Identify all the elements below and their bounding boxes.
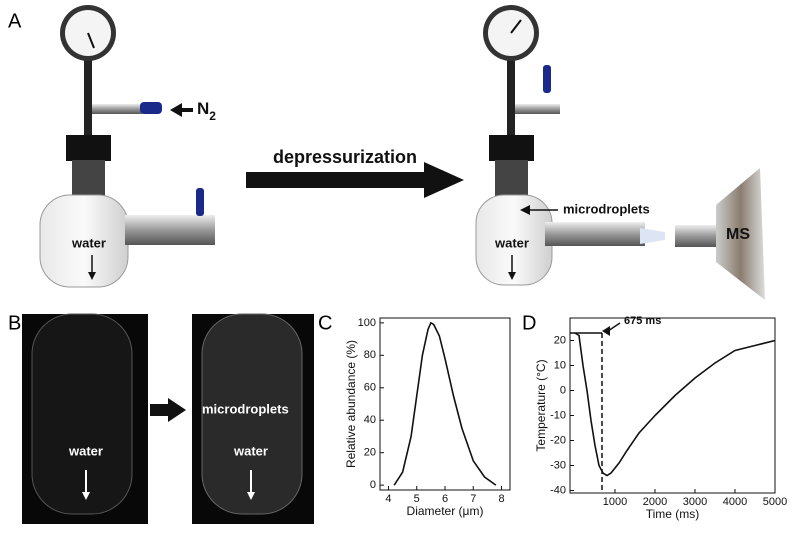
data-line xyxy=(574,332,776,477)
x-tick-label: 4000 xyxy=(723,496,747,508)
x-tick-label: 6 xyxy=(442,493,448,505)
process-label: depressurization xyxy=(273,147,417,167)
x-tick-label: 5000 xyxy=(763,496,787,508)
y-axis-label: Relative abundance (%) xyxy=(344,340,358,468)
y-tick-label: 0 xyxy=(370,479,376,491)
gas: N xyxy=(197,99,209,118)
droplets-label: microdroplets xyxy=(563,201,650,216)
panel-label: B xyxy=(8,312,21,334)
x-axis-label: Time (ms) xyxy=(646,507,700,521)
x-axis-label: Diameter (μm) xyxy=(407,504,484,518)
panel-label: A xyxy=(8,10,22,32)
y-tick-label: 0 xyxy=(560,384,566,396)
plot-frame xyxy=(569,317,776,494)
y-tick-label: 100 xyxy=(358,317,376,329)
y-tick-label: -20 xyxy=(550,434,566,446)
y-tick-label: 80 xyxy=(364,349,376,361)
y-tick-label: 10 xyxy=(554,359,566,371)
data-line xyxy=(393,321,497,486)
annotation-arrow xyxy=(607,322,621,332)
x-tick-label: 4 xyxy=(385,493,391,505)
gas-subscript: 2 xyxy=(209,109,216,123)
water-label: water xyxy=(233,443,268,458)
gas-label: N2 xyxy=(197,99,216,123)
plot-frame xyxy=(379,317,511,491)
y-tick-label: 40 xyxy=(364,414,376,426)
x-tick-label: 3000 xyxy=(683,496,707,508)
detector-label: MS xyxy=(726,226,750,243)
photos xyxy=(22,313,314,524)
apparatus-left xyxy=(39,5,215,288)
y-axis-label: Temperature (°C) xyxy=(534,359,548,451)
droplets-label: microdroplets xyxy=(202,401,289,416)
x-tick-label: 2000 xyxy=(643,496,667,508)
water-label: water xyxy=(494,235,529,250)
y-tick-label: 20 xyxy=(554,334,566,346)
y-tick-label: -10 xyxy=(550,409,566,421)
panel-label: D xyxy=(522,312,536,334)
water-label: water xyxy=(68,443,103,458)
x-tick-label: 8 xyxy=(498,493,504,505)
apparatus-right xyxy=(475,5,765,300)
y-tick-label: -30 xyxy=(550,459,566,471)
panel-label: C xyxy=(318,312,332,334)
x-tick-label: 1000 xyxy=(603,496,627,508)
y-tick-label: 20 xyxy=(364,447,376,459)
water-label: water xyxy=(71,235,106,250)
x-tick-label: 7 xyxy=(470,493,476,505)
y-tick-label: -40 xyxy=(550,484,566,496)
annotation-label: 675 ms xyxy=(624,315,661,327)
annotation-arrow xyxy=(602,326,610,336)
process-arrow xyxy=(246,162,464,198)
y-tick-label: 60 xyxy=(364,382,376,394)
x-tick-label: 5 xyxy=(414,493,420,505)
